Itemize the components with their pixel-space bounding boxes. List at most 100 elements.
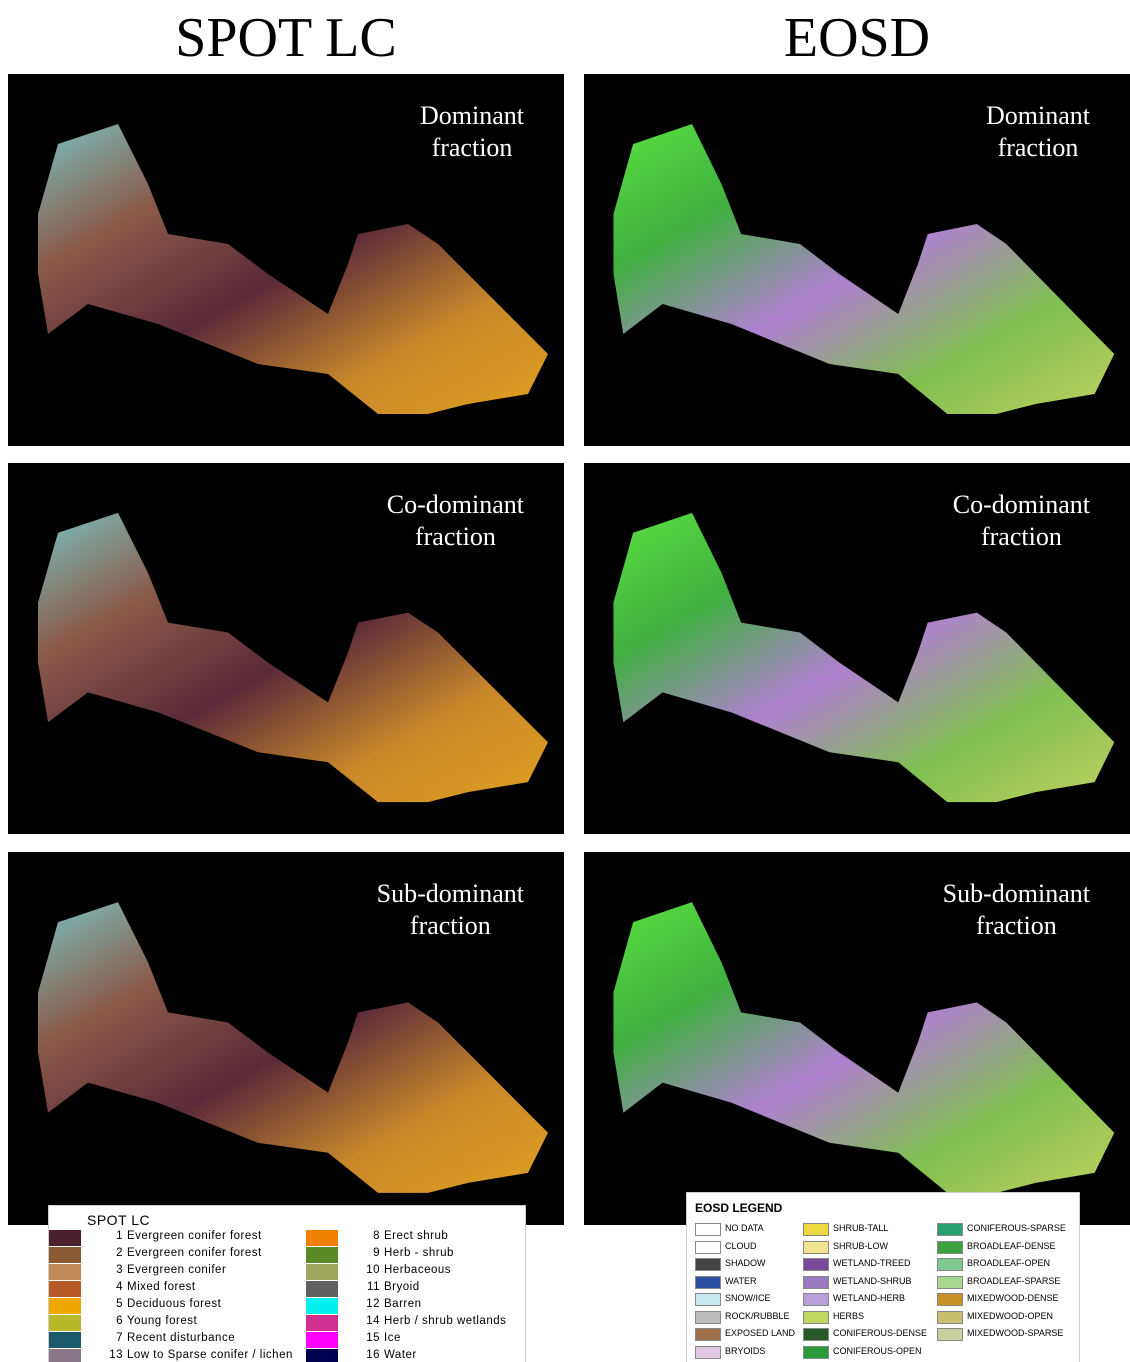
- legend-swatch: [695, 1293, 721, 1306]
- legend-number: 9: [346, 1247, 380, 1259]
- legend-number: 5: [89, 1298, 123, 1310]
- column-title: EOSD: [577, 6, 1130, 70]
- legend-label: Herb - shrub: [384, 1247, 454, 1259]
- panel-label-line: fraction: [953, 521, 1090, 553]
- legend-label: BROADLEAF-OPEN: [967, 1258, 1050, 1268]
- legend-label: Water: [384, 1349, 417, 1361]
- region-shape: [613, 124, 1114, 414]
- legend-number: 14: [346, 1315, 380, 1327]
- legend-swatch: [937, 1328, 963, 1341]
- legend-label: MIXEDWOOD-DENSE: [967, 1293, 1059, 1303]
- legend-swatch: [49, 1281, 81, 1297]
- legend-swatch: [306, 1315, 338, 1331]
- legend-swatch: [306, 1332, 338, 1348]
- legend-swatch: [306, 1264, 338, 1280]
- legend-swatch: [49, 1349, 81, 1362]
- legend-label: Herb / shrub wetlands: [384, 1315, 506, 1327]
- legend-label: Evergreen conifer forest: [127, 1230, 262, 1242]
- legend-swatch: [937, 1258, 963, 1271]
- legend-swatch: [937, 1311, 963, 1324]
- panel-label-line: Sub-dominant: [377, 878, 524, 910]
- legend-swatch: [803, 1241, 829, 1254]
- spot-legend: SPOT LC1Evergreen conifer forest2Evergre…: [48, 1205, 526, 1362]
- legend-number: 16: [346, 1349, 380, 1361]
- legend-swatch: [49, 1315, 81, 1331]
- legend-number: 7: [89, 1332, 123, 1344]
- region-shape: [613, 513, 1114, 802]
- legend-swatch: [306, 1247, 338, 1263]
- legend-number: 12: [346, 1298, 380, 1310]
- legend-label: CONIFEROUS-DENSE: [833, 1328, 927, 1338]
- legend-label: Bryoid: [384, 1281, 420, 1293]
- legend-swatch: [803, 1223, 829, 1236]
- legend-number: 15: [346, 1332, 380, 1344]
- legend-label: Young forest: [127, 1315, 197, 1327]
- legend-number: 4: [89, 1281, 123, 1293]
- panel-label-line: fraction: [377, 910, 524, 942]
- panel-label-line: Dominant: [986, 100, 1090, 132]
- legend-swatch: [49, 1264, 81, 1280]
- legend-label: Deciduous forest: [127, 1298, 221, 1310]
- legend-number: 11: [346, 1281, 380, 1293]
- legend-swatch: [937, 1223, 963, 1236]
- panel-label-line: fraction: [420, 132, 524, 164]
- legend-title: EOSD LEGEND: [695, 1201, 782, 1215]
- legend-label: WETLAND-HERB: [833, 1293, 905, 1303]
- legend-swatch: [306, 1298, 338, 1314]
- panel-label-line: Dominant: [420, 100, 524, 132]
- legend-label: BRYOIDS: [725, 1346, 765, 1356]
- legend-swatch: [695, 1223, 721, 1236]
- legend-label: CONIFEROUS-OPEN: [833, 1346, 922, 1356]
- legend-number: 6: [89, 1315, 123, 1327]
- legend-label: Herbaceous: [384, 1264, 451, 1276]
- legend-label: EXPOSED LAND: [725, 1328, 795, 1338]
- legend-swatch: [695, 1346, 721, 1359]
- legend-swatch: [695, 1276, 721, 1289]
- legend-swatch: [49, 1332, 81, 1348]
- legend-label: SNOW/ICE: [725, 1293, 771, 1303]
- legend-swatch: [803, 1311, 829, 1324]
- legend-swatch: [306, 1281, 338, 1297]
- legend-label: WETLAND-TREED: [833, 1258, 911, 1268]
- panel-label-line: Co-dominant: [953, 489, 1090, 521]
- column-title: SPOT LC: [6, 6, 566, 70]
- legend-number: 3: [89, 1264, 123, 1276]
- legend-label: WATER: [725, 1276, 757, 1286]
- legend-number: 8: [346, 1230, 380, 1242]
- region-shape: [38, 902, 548, 1193]
- legend-swatch: [306, 1349, 338, 1362]
- legend-label: SHRUB-LOW: [833, 1241, 888, 1251]
- legend-swatch: [695, 1241, 721, 1254]
- legend-number: 13: [89, 1349, 123, 1361]
- region-shape: [38, 124, 548, 414]
- legend-title: SPOT LC: [87, 1212, 150, 1228]
- legend-label: CONIFEROUS-SPARSE: [967, 1223, 1066, 1233]
- legend-swatch: [803, 1276, 829, 1289]
- map-panel: Co-dominantfraction: [8, 463, 564, 834]
- region-shape: [613, 902, 1114, 1193]
- legend-label: Ice: [384, 1332, 401, 1344]
- legend-label: Barren: [384, 1298, 422, 1310]
- legend-label: SHRUB-TALL: [833, 1223, 888, 1233]
- legend-label: MIXEDWOOD-SPARSE: [967, 1328, 1063, 1338]
- legend-number: 1: [89, 1230, 123, 1242]
- legend-label: BROADLEAF-SPARSE: [967, 1276, 1060, 1286]
- legend-label: Mixed forest: [127, 1281, 196, 1293]
- legend-label: Evergreen conifer: [127, 1264, 226, 1276]
- legend-swatch: [803, 1293, 829, 1306]
- legend-swatch: [695, 1258, 721, 1271]
- legend-label: Evergreen conifer forest: [127, 1247, 262, 1259]
- legend-label: Recent disturbance: [127, 1332, 235, 1344]
- panel-label-line: fraction: [986, 132, 1090, 164]
- panel-label-line: fraction: [387, 521, 524, 553]
- legend-number: 10: [346, 1264, 380, 1276]
